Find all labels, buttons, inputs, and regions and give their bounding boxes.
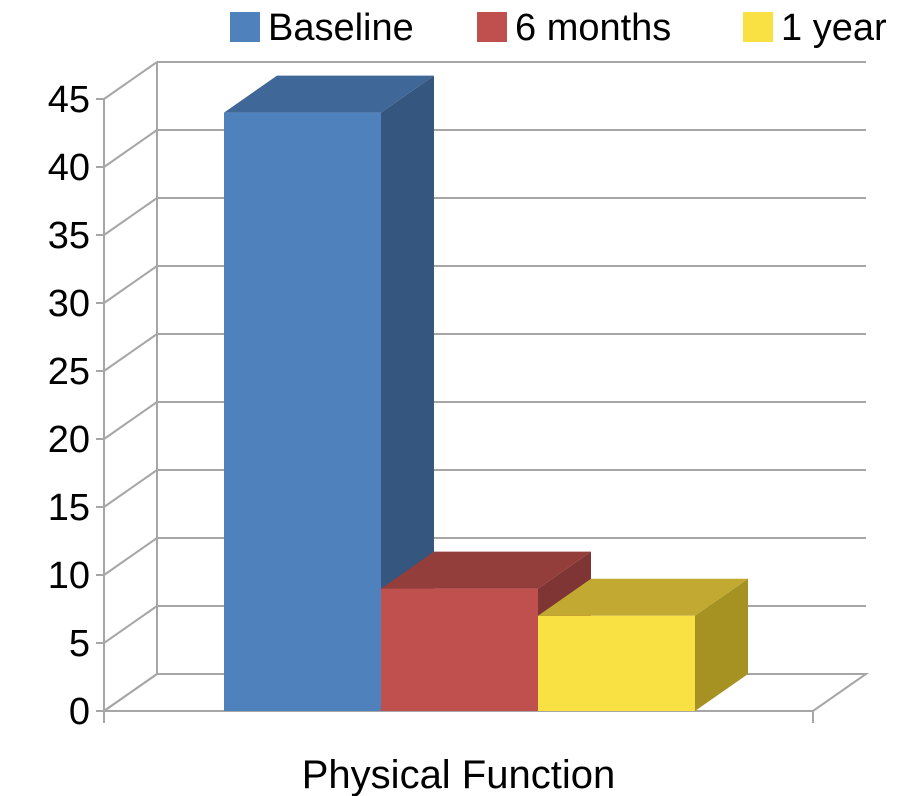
bar-baseline — [224, 75, 434, 712]
bar-front-face — [381, 588, 538, 711]
gridline-diagonal — [103, 265, 158, 304]
bar-top-face — [381, 551, 591, 589]
bar-front-face — [224, 112, 381, 712]
y-tick-label: 0 — [69, 691, 90, 733]
y-tick-label: 45 — [48, 79, 90, 121]
bar-top-face — [538, 578, 748, 616]
y-tick-label: 10 — [48, 555, 90, 597]
legend-item-baseline: Baseline — [230, 7, 414, 49]
legend-item-1-year: 1 year — [743, 7, 887, 49]
bar-front-face — [538, 615, 695, 711]
y-tick-label: 25 — [48, 351, 90, 393]
x-category-label: Physical Function — [302, 753, 615, 796]
legend-swatch — [477, 12, 507, 42]
y-tick-label: 35 — [48, 215, 90, 257]
y-tick-label: 20 — [48, 419, 90, 461]
legend-label: Baseline — [268, 7, 414, 49]
gridline-diagonal — [103, 401, 158, 440]
gridline-diagonal — [103, 197, 158, 236]
y-axis-ticks: 0 5 10 15 20 25 30 35 40 45 — [48, 79, 104, 733]
gridline-diagonal — [103, 61, 158, 100]
bar-top-face — [224, 75, 434, 113]
gridline-diagonal — [103, 333, 158, 372]
y-tick-label: 40 — [48, 147, 90, 189]
gridline-diagonal — [103, 605, 158, 644]
legend-item-6-months: 6 months — [477, 7, 671, 49]
gridline-diagonal — [103, 673, 158, 712]
bar-side-face — [381, 75, 434, 712]
legend-swatch — [230, 12, 260, 42]
gridline-diagonal — [103, 129, 158, 168]
y-tick-label: 15 — [48, 487, 90, 529]
legend-label: 6 months — [515, 7, 671, 49]
bar-side-face — [695, 578, 748, 711]
legend-swatch — [743, 12, 773, 42]
x-axis-categories: Physical Function — [302, 753, 615, 796]
y-tick-label: 30 — [48, 283, 90, 325]
gridline-diagonal — [103, 469, 158, 508]
legend: Baseline 6 months 1 year — [230, 7, 887, 49]
gridline-diagonal — [103, 537, 158, 576]
y-tick-label: 5 — [69, 623, 90, 665]
bars — [224, 75, 748, 712]
bar-1-year — [538, 578, 748, 711]
legend-label: 1 year — [781, 7, 887, 49]
